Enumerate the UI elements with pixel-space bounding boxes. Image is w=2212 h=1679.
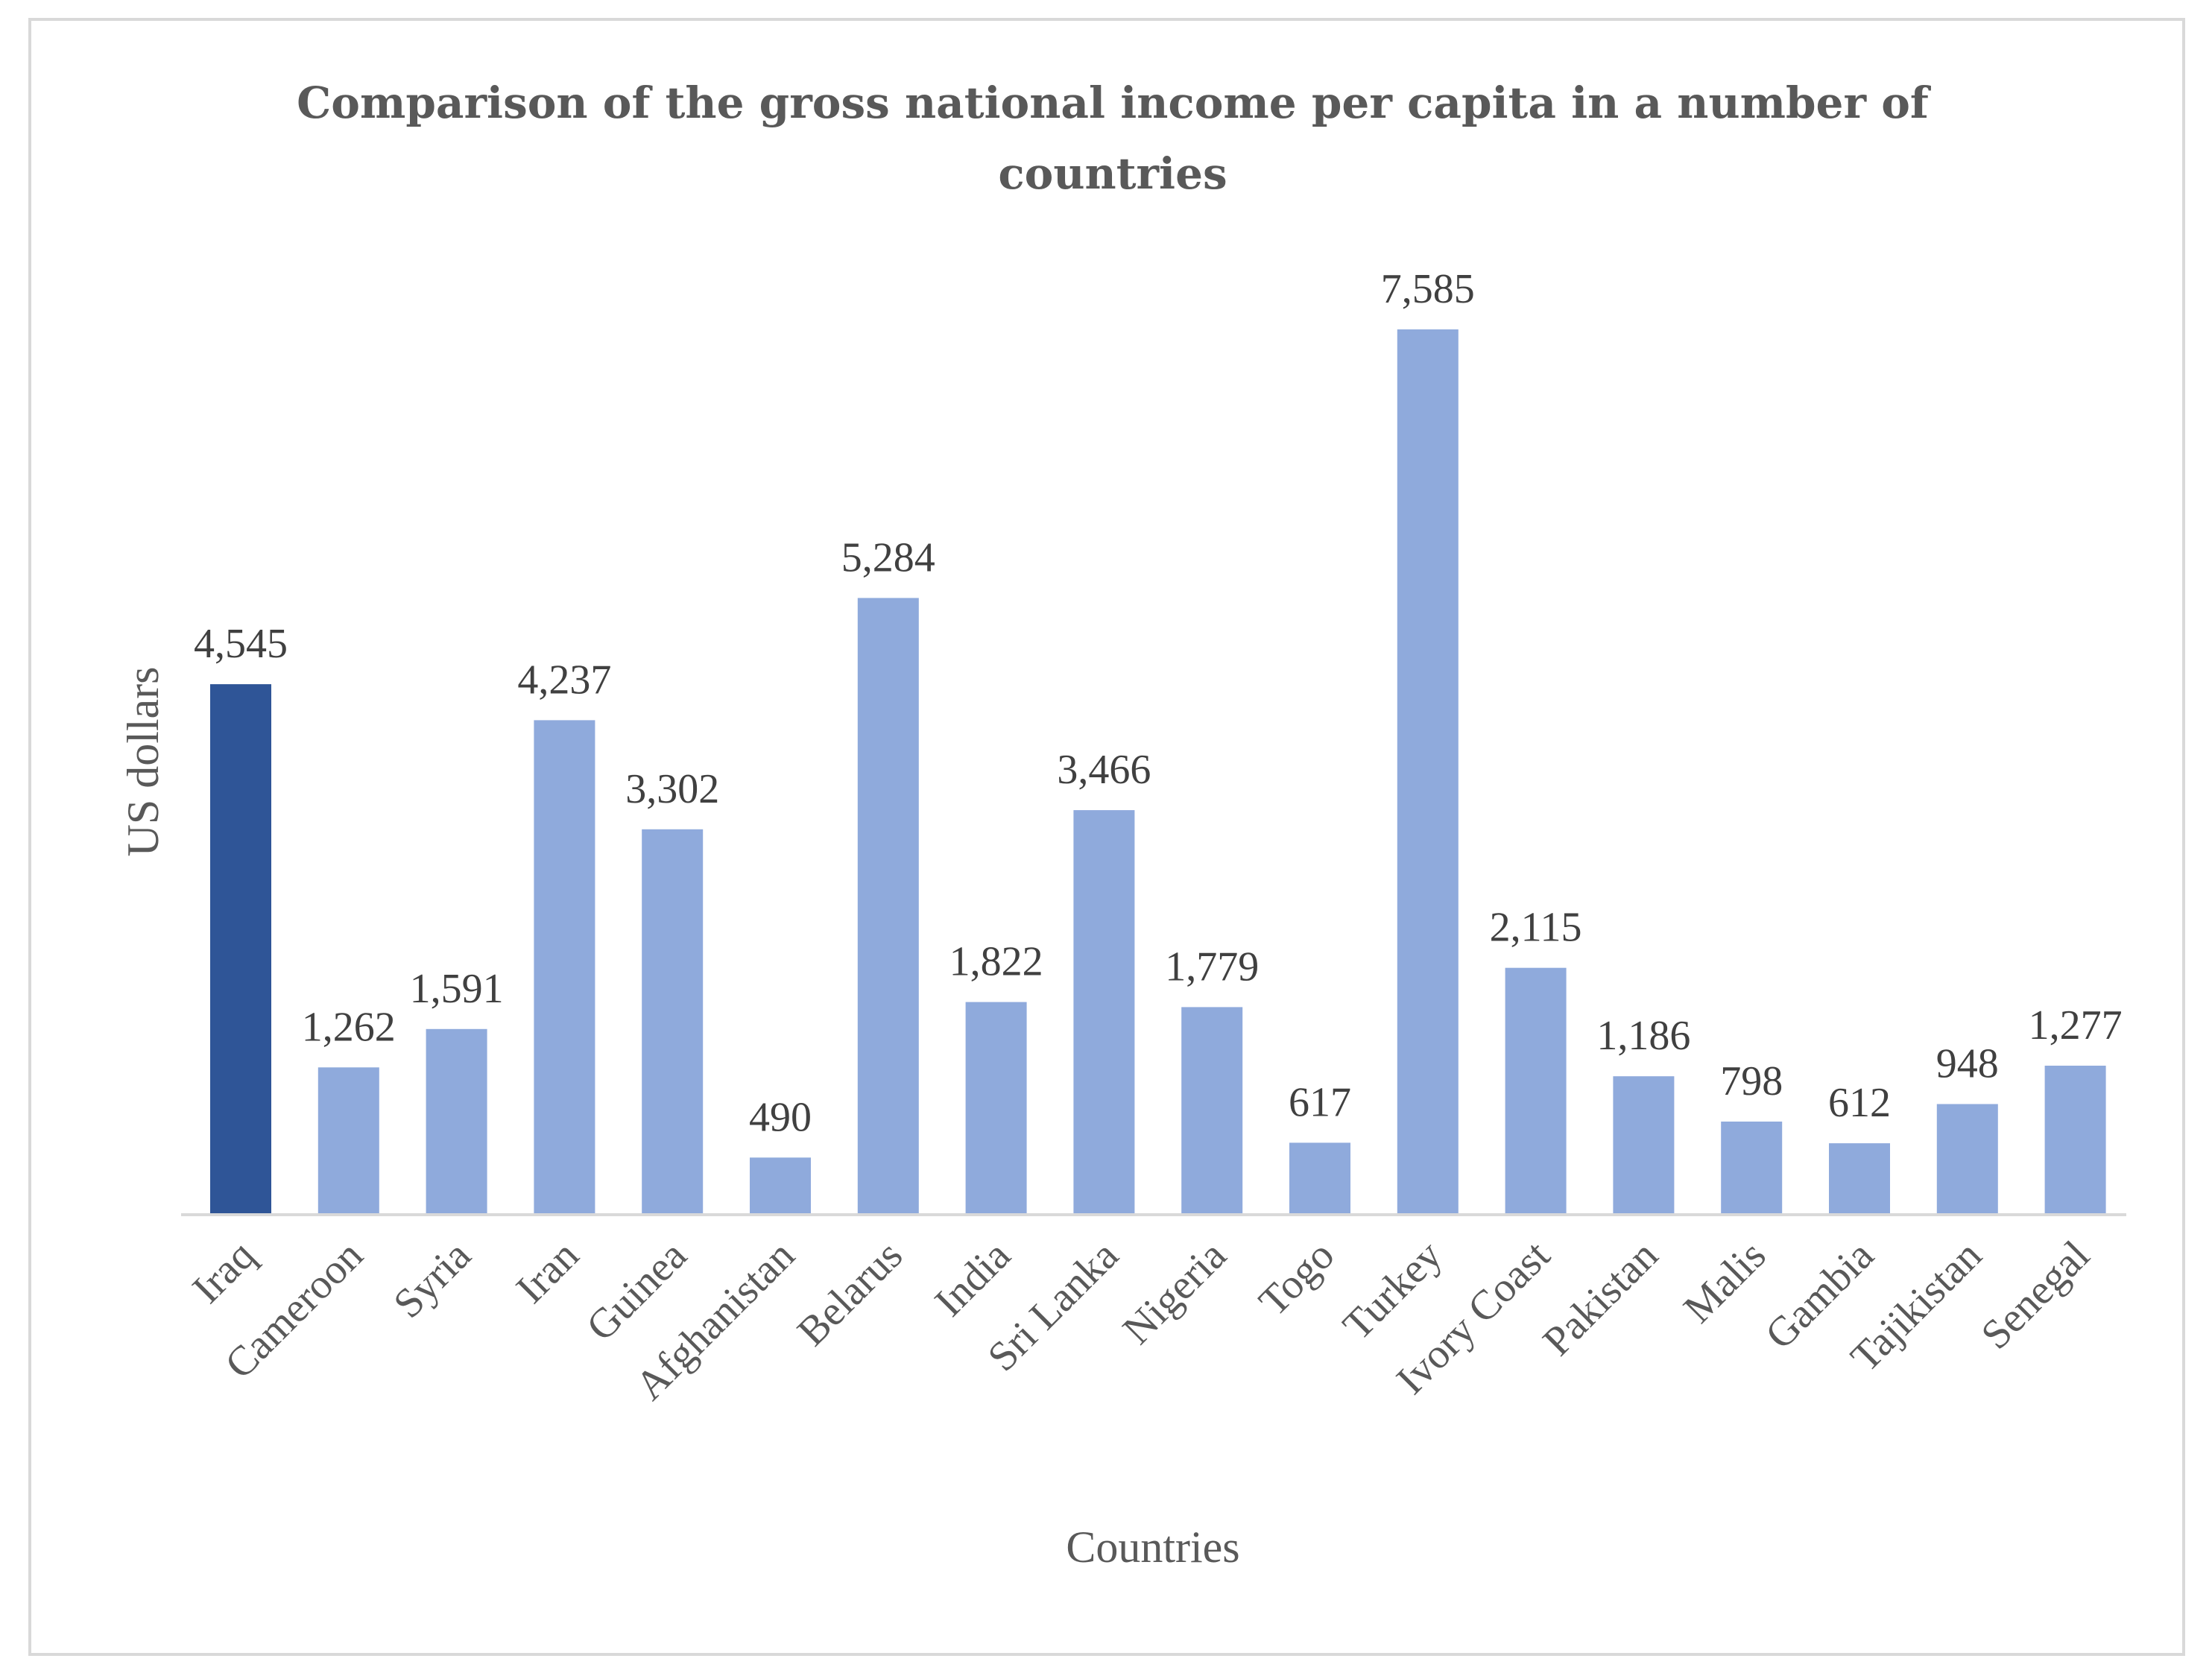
bar-turkey: [1397, 329, 1459, 1215]
data-label-sri-lanka: 3,466: [1057, 747, 1151, 793]
data-label-ivory-coast: 2,115: [1490, 905, 1582, 951]
bar-sri-lanka: [1073, 810, 1135, 1215]
x-tick-label-malis: Malis: [1675, 1232, 1775, 1332]
x-tick-label-nigeria: Nigeria: [1114, 1232, 1236, 1353]
data-label-iraq: 4,545: [194, 621, 288, 667]
x-axis-title: Countries: [1066, 1523, 1239, 1572]
bar-belarus: [857, 598, 919, 1215]
bar-senegal: [2044, 1066, 2106, 1215]
x-tick-label-belarus: Belarus: [789, 1232, 911, 1355]
data-label-togo: 617: [1289, 1079, 1351, 1125]
chart-title-line-2: countries: [998, 148, 1227, 199]
bar-gambia: [1829, 1143, 1890, 1215]
x-tick-label-senegal: Senegal: [1973, 1232, 2099, 1358]
bars-group: [210, 329, 2106, 1215]
chart-title: Comparison of the gross national income …: [297, 78, 1932, 199]
y-axis-title: US dollars: [118, 667, 168, 857]
data-label-malis: 798: [1720, 1058, 1783, 1104]
data-label-nigeria: 1,779: [1165, 943, 1259, 990]
bar-iraq: [210, 684, 271, 1215]
data-label-gambia: 612: [1828, 1080, 1891, 1126]
bar-afghanistan: [750, 1157, 811, 1215]
data-label-pakistan: 1,186: [1596, 1013, 1690, 1059]
bar-tajikistan: [1936, 1104, 1998, 1215]
data-label-belarus: 5,284: [841, 534, 935, 581]
x-tick-label-iraq: Iraq: [184, 1232, 265, 1312]
data-label-cameroon: 1,262: [302, 1004, 396, 1050]
bar-cameroon: [317, 1067, 379, 1215]
value-labels-group: 4,545 1,262 1,591 4,237 3,302 490 5,284 1,822 3,…: [194, 266, 2123, 1140]
x-tick-label-iran: Iran: [508, 1232, 588, 1312]
data-label-guinea: 3,302: [625, 766, 719, 812]
x-tick-label-syria: Syria: [385, 1232, 480, 1327]
bar-ivory-coast: [1505, 967, 1567, 1215]
x-tick-label-pakistan: Pakistan: [1535, 1232, 1667, 1365]
x-tick-label-india: India: [926, 1232, 1020, 1325]
bar-india: [965, 1002, 1027, 1215]
x-tick-label-togo: Togo: [1251, 1232, 1344, 1325]
bar-malis: [1721, 1122, 1783, 1215]
data-label-senegal: 1,277: [2029, 1002, 2123, 1049]
data-label-syria: 1,591: [410, 966, 504, 1012]
bar-guinea: [642, 829, 704, 1215]
bar-togo: [1289, 1142, 1350, 1215]
bar-syria: [426, 1028, 487, 1215]
bar-iran: [534, 720, 595, 1215]
data-label-tajikistan: 948: [1936, 1041, 1999, 1087]
bar-nigeria: [1181, 1007, 1243, 1215]
data-label-turkey: 7,585: [1381, 266, 1475, 312]
data-label-iran: 4,237: [517, 657, 611, 703]
data-label-afghanistan: 490: [749, 1094, 812, 1140]
data-label-india: 1,822: [949, 939, 1043, 985]
chart-title-line-1: Comparison of the gross national income …: [297, 78, 1932, 128]
bar-pakistan: [1613, 1076, 1675, 1215]
